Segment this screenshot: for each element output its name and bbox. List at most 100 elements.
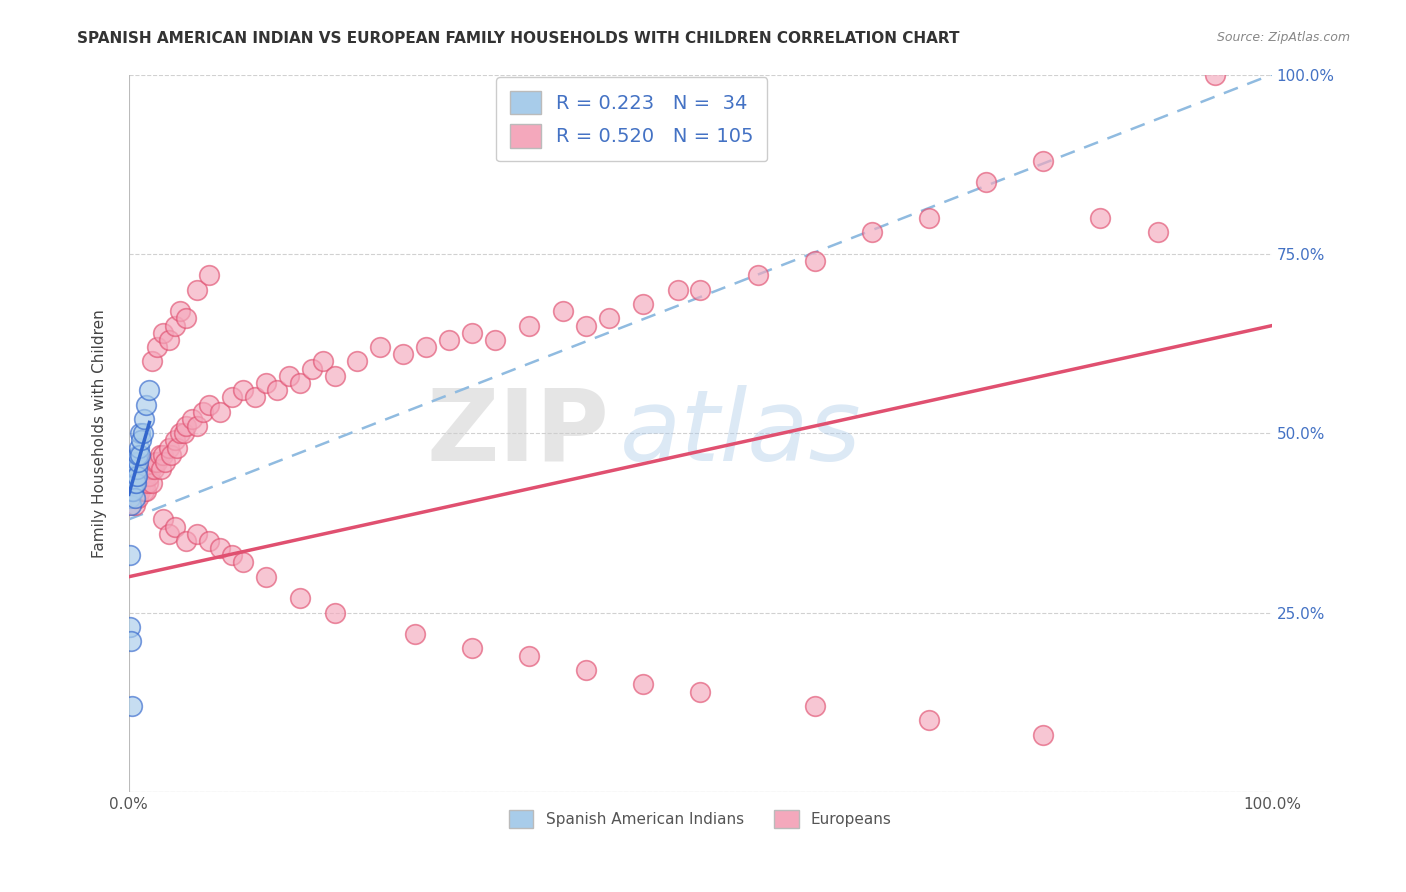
Point xyxy=(120,634,142,648)
Point xyxy=(122,491,145,505)
Point xyxy=(141,354,163,368)
Point xyxy=(461,641,484,656)
Point xyxy=(517,318,540,333)
Point xyxy=(163,434,186,448)
Point xyxy=(666,283,689,297)
Point xyxy=(120,483,142,498)
Point xyxy=(118,483,141,498)
Point xyxy=(141,476,163,491)
Point xyxy=(138,469,160,483)
Point xyxy=(136,462,159,476)
Point xyxy=(121,469,143,483)
Point xyxy=(173,426,195,441)
Point xyxy=(1204,68,1226,82)
Point xyxy=(129,483,152,498)
Point xyxy=(128,441,150,455)
Point xyxy=(129,448,152,462)
Point xyxy=(186,419,208,434)
Point xyxy=(160,448,183,462)
Point xyxy=(118,491,141,505)
Point xyxy=(803,254,825,268)
Point xyxy=(124,455,146,469)
Point xyxy=(918,211,941,225)
Point xyxy=(157,526,180,541)
Point xyxy=(631,297,654,311)
Point xyxy=(553,304,575,318)
Point xyxy=(198,533,221,548)
Point xyxy=(132,483,155,498)
Point xyxy=(169,426,191,441)
Point xyxy=(121,698,143,713)
Point xyxy=(132,412,155,426)
Point xyxy=(121,483,143,498)
Point xyxy=(157,441,180,455)
Point xyxy=(118,469,141,483)
Point xyxy=(146,455,169,469)
Point xyxy=(149,448,172,462)
Point xyxy=(149,462,172,476)
Point xyxy=(1146,225,1168,239)
Point xyxy=(689,283,711,297)
Point xyxy=(243,390,266,404)
Point xyxy=(232,383,254,397)
Point xyxy=(127,491,149,505)
Point xyxy=(689,684,711,698)
Point xyxy=(198,398,221,412)
Point xyxy=(135,398,157,412)
Point xyxy=(127,448,149,462)
Point xyxy=(517,648,540,663)
Point xyxy=(136,476,159,491)
Point xyxy=(118,620,141,634)
Point xyxy=(131,434,153,448)
Point xyxy=(404,627,426,641)
Point xyxy=(131,476,153,491)
Point xyxy=(127,455,149,469)
Point xyxy=(143,462,166,476)
Point xyxy=(484,333,506,347)
Point xyxy=(120,469,142,483)
Point xyxy=(129,469,152,483)
Point xyxy=(131,469,153,483)
Point xyxy=(125,483,148,498)
Point xyxy=(118,548,141,562)
Point xyxy=(121,476,143,491)
Point xyxy=(174,533,197,548)
Point xyxy=(163,519,186,533)
Point xyxy=(122,469,145,483)
Point xyxy=(120,462,142,476)
Point xyxy=(157,333,180,347)
Point xyxy=(254,570,277,584)
Point xyxy=(155,455,177,469)
Point xyxy=(266,383,288,397)
Point xyxy=(575,318,598,333)
Point xyxy=(124,491,146,505)
Point xyxy=(120,476,142,491)
Point xyxy=(1032,153,1054,168)
Point xyxy=(290,376,312,390)
Point xyxy=(152,326,174,340)
Point xyxy=(120,498,142,512)
Legend: Spanish American Indians, Europeans: Spanish American Indians, Europeans xyxy=(503,804,898,835)
Point xyxy=(631,677,654,691)
Point xyxy=(461,326,484,340)
Point xyxy=(437,333,460,347)
Point xyxy=(174,311,197,326)
Point xyxy=(152,448,174,462)
Text: Source: ZipAtlas.com: Source: ZipAtlas.com xyxy=(1216,31,1350,45)
Point xyxy=(221,390,243,404)
Point xyxy=(323,606,346,620)
Point xyxy=(254,376,277,390)
Point xyxy=(174,419,197,434)
Point xyxy=(198,268,221,283)
Point xyxy=(124,476,146,491)
Text: SPANISH AMERICAN INDIAN VS EUROPEAN FAMILY HOUSEHOLDS WITH CHILDREN CORRELATION : SPANISH AMERICAN INDIAN VS EUROPEAN FAMI… xyxy=(77,31,960,46)
Point xyxy=(134,476,156,491)
Point xyxy=(135,483,157,498)
Point xyxy=(129,426,152,441)
Point xyxy=(122,483,145,498)
Point xyxy=(1090,211,1112,225)
Point xyxy=(803,698,825,713)
Point xyxy=(323,368,346,383)
Point xyxy=(392,347,415,361)
Text: atlas: atlas xyxy=(620,384,862,482)
